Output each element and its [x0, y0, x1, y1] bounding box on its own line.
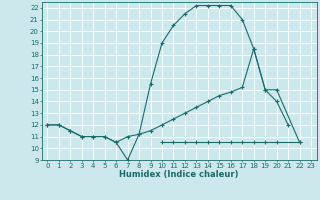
X-axis label: Humidex (Indice chaleur): Humidex (Indice chaleur) [119, 170, 239, 179]
